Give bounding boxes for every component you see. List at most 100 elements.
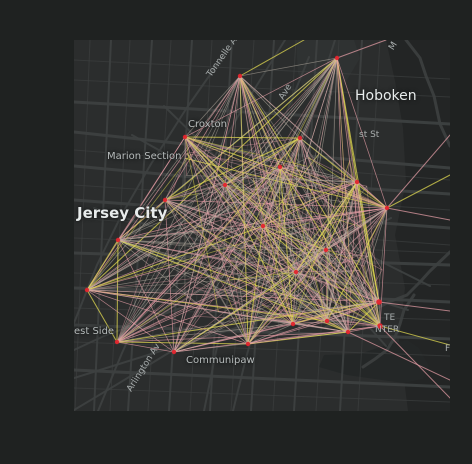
station-point[interactable] (334, 55, 340, 61)
dense-connection-line (223, 288, 249, 345)
minor-road-line (74, 59, 450, 80)
connection-line (86, 207, 388, 291)
map-canvas[interactable]: Hoboken Jersey City Marion Section Commu… (74, 40, 450, 411)
station-point[interactable] (260, 223, 266, 229)
station-point[interactable] (290, 321, 296, 327)
jersey-city-label: Jersey City (77, 204, 168, 222)
dense-connection-line (326, 194, 329, 322)
road-line (93, 40, 112, 411)
dense-connection-line (224, 184, 362, 228)
station-point[interactable] (354, 179, 360, 185)
station-point[interactable] (377, 323, 383, 329)
connection-line (379, 207, 388, 327)
dense-connection-line (116, 226, 362, 343)
station-point[interactable] (345, 329, 351, 335)
minor-road-line (74, 40, 91, 411)
dense-connection-line (277, 160, 388, 209)
dense-connection-line (86, 260, 359, 291)
station-point[interactable] (323, 247, 329, 253)
connection-line (239, 57, 338, 77)
station-points[interactable] (84, 55, 390, 355)
dense-connection-line (252, 178, 294, 325)
connection-line (116, 225, 264, 343)
station-point[interactable] (162, 197, 168, 203)
outbound-connection-line (378, 301, 450, 312)
dense-connection-line (278, 166, 281, 240)
center-label-top: TE (384, 313, 396, 323)
dense-connection-line (319, 305, 381, 327)
connection-line (164, 199, 175, 353)
connection-line (86, 184, 226, 291)
dense-connection-line (349, 160, 380, 303)
dense-connection-line (164, 199, 365, 267)
connection-line (86, 249, 327, 291)
dense-connection-line (252, 226, 380, 303)
station-point[interactable] (277, 164, 283, 170)
dense-connection-line (277, 160, 328, 322)
connection-line (184, 57, 338, 138)
dense-connection-line (250, 207, 388, 231)
dense-connection-line (350, 284, 381, 327)
network-map[interactable] (74, 40, 450, 411)
dense-connection-line (303, 181, 358, 259)
station-point[interactable] (293, 269, 299, 275)
dense-connection-line (117, 239, 354, 285)
station-point[interactable] (222, 182, 228, 188)
station-point[interactable] (297, 135, 303, 141)
connection-line (378, 301, 381, 327)
southeast-shoreline (319, 340, 429, 383)
connection-line (224, 75, 241, 186)
dense-connection-line (268, 137, 301, 283)
dense-connection-line (193, 137, 301, 264)
connection-line (325, 181, 358, 251)
station-point[interactable] (245, 341, 251, 347)
station-point[interactable] (115, 237, 121, 243)
dense-connection-line (206, 75, 241, 156)
dense-connection-line (241, 57, 338, 160)
dense-connection-line (224, 184, 331, 231)
outbound-connection-line (386, 207, 450, 221)
dense-connection-line (221, 75, 241, 267)
connection-line (116, 341, 249, 345)
dense-connection-line (262, 182, 345, 227)
road-line (74, 323, 450, 341)
dense-connection-line (184, 157, 388, 209)
station-point[interactable] (376, 299, 382, 305)
dense-connection-line (302, 181, 358, 282)
dense-connection-line (116, 257, 198, 343)
dense-connection-line (116, 182, 215, 343)
dense-connection-line (326, 304, 366, 322)
dense-connection-line (116, 193, 199, 343)
connection-line (262, 181, 358, 227)
marion-section-label: Marion Section (107, 151, 182, 162)
connection-line (347, 207, 388, 333)
dense-connection-line (297, 164, 388, 209)
station-point[interactable] (84, 287, 90, 293)
dense-connection-line (340, 235, 381, 327)
hoboken-label: Hoboken (355, 88, 417, 104)
dense-connection-line (224, 184, 365, 284)
station-point[interactable] (237, 73, 243, 79)
minor-road-line (74, 79, 450, 98)
connection-line (184, 136, 358, 183)
connection-line (347, 325, 381, 333)
station-point[interactable] (171, 349, 177, 355)
dense-connection-line (299, 137, 383, 271)
dense-connection-line (357, 207, 388, 261)
station-point[interactable] (182, 134, 188, 140)
connection-line (117, 239, 249, 345)
dense-connection-line (86, 165, 307, 291)
dense-connection-line (252, 178, 358, 183)
connection-line (164, 75, 241, 201)
dense-connection-line (116, 318, 248, 343)
station-point[interactable] (324, 318, 330, 324)
dense-connection-line (295, 271, 321, 307)
dense-connection-line (224, 153, 277, 186)
connection-line (356, 181, 388, 209)
station-point[interactable] (384, 205, 390, 211)
dense-connection-line (292, 318, 377, 325)
station-point[interactable] (114, 339, 120, 345)
dense-connection-line (247, 285, 258, 345)
east-edge-label: F (445, 344, 450, 354)
